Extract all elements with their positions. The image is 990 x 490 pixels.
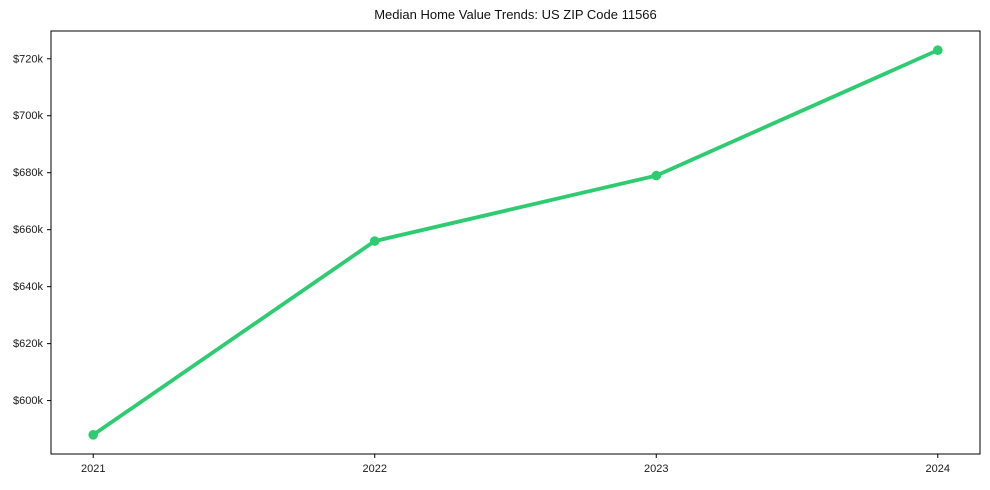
y-axis-tick-label: $600k	[13, 395, 43, 407]
data-point-marker	[369, 236, 380, 246]
y-axis-tick-label: $620k	[13, 338, 43, 350]
x-axis-tick-label: 2024	[926, 463, 950, 475]
y-axis-tick-label: $720k	[13, 53, 43, 65]
trend-line	[91, 48, 940, 437]
y-axis-tick-label: $700k	[13, 110, 43, 122]
x-axis-tick-label: 2023	[644, 463, 668, 475]
data-point-marker	[651, 170, 662, 181]
x-axis-tick-label: 2021	[81, 463, 105, 475]
data-point-marker	[88, 430, 98, 440]
data-point-marker	[933, 45, 943, 55]
y-axis-tick-label: $680k	[13, 167, 43, 179]
y-axis-tick-label: $640k	[13, 281, 43, 293]
x-axis-tick-label: 2022	[363, 463, 387, 475]
y-axis-tick-label: $660k	[13, 224, 43, 236]
chart-title: Median Home Value Trends: US ZIP Code 11…	[374, 7, 657, 22]
